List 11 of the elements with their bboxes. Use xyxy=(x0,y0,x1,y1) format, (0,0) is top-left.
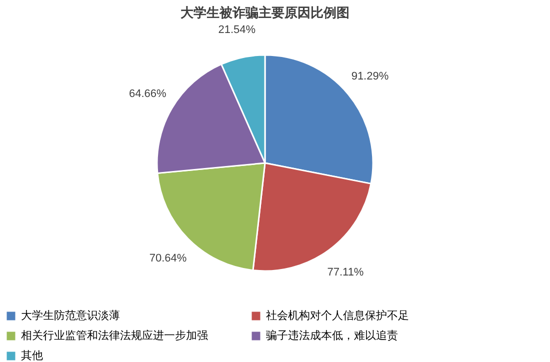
data-label: 70.64% xyxy=(149,252,187,264)
legend-label: 相关行业监管和法律法规应进一步加强 xyxy=(21,329,208,342)
data-label: 77.11% xyxy=(327,266,364,279)
data-label: 91.29% xyxy=(351,70,389,83)
data-label: 21.54% xyxy=(218,24,256,36)
data-label: 64.66% xyxy=(129,88,167,100)
legend-label: 其他 xyxy=(21,349,43,362)
chart-title: 大学生被诈骗主要原因比例图 xyxy=(180,4,350,20)
legend-label: 社会机构对个人信息保护不足 xyxy=(266,309,409,322)
legend-label: 大学生防范意识淡薄 xyxy=(21,309,120,322)
legend-label: 骗子违法成本低，难以追责 xyxy=(266,329,398,342)
